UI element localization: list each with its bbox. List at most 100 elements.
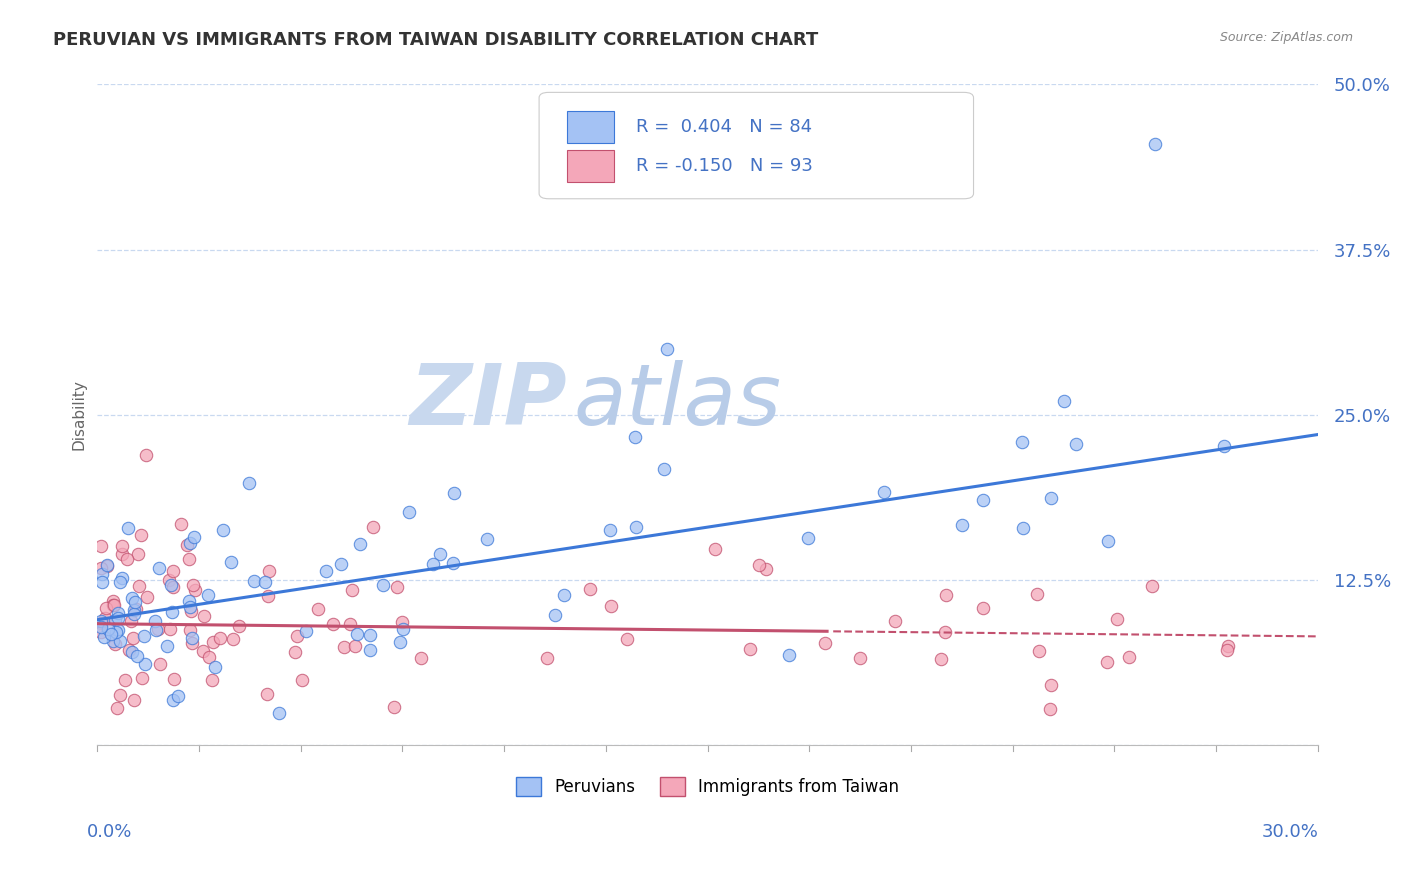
Point <box>90 614 112 628</box>
Point <box>1143 136 1166 151</box>
Text: 30.0%: 30.0% <box>1263 822 1319 840</box>
Point <box>972 601 994 615</box>
Point <box>124 607 146 621</box>
Point <box>96 559 118 574</box>
Point <box>738 642 761 657</box>
Point <box>778 648 800 663</box>
Point <box>145 624 167 638</box>
Point <box>197 588 219 602</box>
Point <box>110 547 132 561</box>
Point <box>228 619 250 633</box>
Point <box>703 542 725 557</box>
Point <box>180 636 202 650</box>
Point <box>204 660 226 674</box>
Point <box>755 562 778 576</box>
Point <box>443 486 465 500</box>
Point <box>107 606 129 620</box>
Point <box>180 604 202 618</box>
Point <box>131 671 153 685</box>
Point <box>536 651 558 665</box>
Point <box>156 640 179 654</box>
Point <box>330 557 353 571</box>
Point <box>91 567 114 582</box>
Point <box>136 590 159 604</box>
Point <box>166 690 188 704</box>
Point <box>108 688 131 702</box>
Point <box>1053 394 1076 409</box>
Point <box>162 693 184 707</box>
Point <box>1039 702 1062 716</box>
Point <box>101 593 124 607</box>
Point <box>124 595 146 609</box>
Point <box>748 558 770 572</box>
Point <box>193 609 215 624</box>
Point <box>198 650 221 665</box>
Point <box>257 564 280 578</box>
Point <box>929 652 952 666</box>
Point <box>115 551 138 566</box>
Point <box>254 575 277 590</box>
Point <box>599 523 621 537</box>
Point <box>1039 678 1062 692</box>
Point <box>191 644 214 658</box>
Point <box>1118 649 1140 664</box>
Point <box>1140 578 1163 592</box>
Point <box>284 645 307 659</box>
Point <box>291 673 314 687</box>
Point <box>94 611 117 625</box>
Legend: Peruvians, Immigrants from Taiwan: Peruvians, Immigrants from Taiwan <box>509 771 905 803</box>
Point <box>382 700 405 714</box>
Point <box>256 687 278 701</box>
Point <box>183 530 205 544</box>
Point <box>103 599 125 613</box>
FancyBboxPatch shape <box>567 111 613 143</box>
Point <box>222 632 245 647</box>
Point <box>579 582 602 596</box>
Point <box>117 521 139 535</box>
Point <box>134 657 156 671</box>
Point <box>94 600 117 615</box>
Point <box>1064 437 1087 451</box>
Point <box>114 673 136 687</box>
Point <box>157 573 180 587</box>
Point <box>295 624 318 638</box>
Point <box>934 625 956 640</box>
Point <box>543 608 565 623</box>
Point <box>159 578 181 592</box>
Point <box>813 636 835 650</box>
Point <box>90 619 112 633</box>
Point <box>409 651 432 665</box>
Point <box>1105 612 1128 626</box>
Point <box>385 580 408 594</box>
Point <box>90 625 112 640</box>
Point <box>359 628 381 642</box>
Point <box>128 579 150 593</box>
Point <box>475 532 498 546</box>
Point <box>104 636 127 650</box>
Point <box>177 594 200 608</box>
Point <box>360 643 382 657</box>
Point <box>624 520 647 534</box>
Point <box>201 673 224 687</box>
Point <box>176 538 198 552</box>
Point <box>146 622 169 636</box>
Point <box>170 516 193 531</box>
Point <box>838 169 860 184</box>
Point <box>209 632 232 646</box>
Point <box>600 599 623 613</box>
Point <box>616 632 638 647</box>
Point <box>849 651 872 665</box>
Point <box>267 706 290 721</box>
Point <box>340 583 363 598</box>
Point <box>361 520 384 534</box>
Point <box>127 648 149 663</box>
Text: 0.0%: 0.0% <box>87 822 132 840</box>
Y-axis label: Disability: Disability <box>72 379 86 450</box>
Point <box>655 342 678 356</box>
Point <box>181 578 204 592</box>
Point <box>935 589 957 603</box>
Point <box>1011 434 1033 449</box>
Point <box>422 558 444 572</box>
Point <box>873 484 896 499</box>
Point <box>322 616 344 631</box>
